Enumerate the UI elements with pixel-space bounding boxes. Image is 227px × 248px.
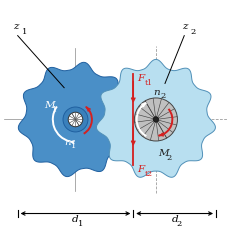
Text: z: z [181,22,187,31]
Text: n: n [64,138,70,147]
Text: d: d [170,215,177,224]
Text: 1: 1 [22,28,27,36]
Text: z: z [13,22,19,31]
Text: 2: 2 [190,28,195,36]
Text: 2: 2 [176,220,181,228]
Text: 1: 1 [71,142,76,150]
Circle shape [153,117,158,122]
Text: F: F [137,165,144,174]
Text: 2: 2 [160,93,165,100]
Text: t2: t2 [144,170,152,178]
Text: 1: 1 [77,220,83,228]
Text: 1: 1 [52,106,57,115]
Text: M: M [158,149,168,158]
Text: F: F [137,74,144,83]
Text: n: n [153,88,160,97]
Text: M: M [44,101,54,110]
Text: d: d [72,215,79,224]
Polygon shape [96,60,215,177]
Polygon shape [18,62,132,177]
Circle shape [134,98,177,141]
Circle shape [63,107,88,132]
Text: 2: 2 [166,154,171,162]
Text: t1: t1 [144,79,152,87]
Circle shape [68,112,82,127]
